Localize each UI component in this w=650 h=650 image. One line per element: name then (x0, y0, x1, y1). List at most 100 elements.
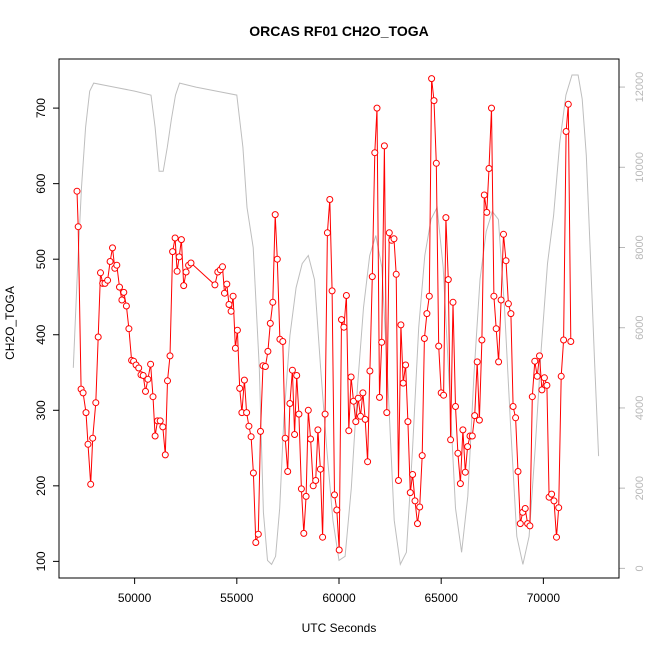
x-tick-label: 50000 (118, 591, 152, 605)
ch2o-point (182, 268, 190, 276)
x-tick-label: 65000 (425, 591, 459, 605)
ch2o-point (373, 104, 381, 112)
ch2o-point (73, 187, 81, 195)
ch2o-point (435, 342, 443, 350)
ch2o-point (307, 435, 315, 443)
ch2o-point (156, 417, 164, 425)
ch2o-point (319, 533, 327, 541)
y2-tick-label: 12000 (634, 72, 646, 103)
ch2o-point (323, 229, 331, 237)
ch2o-point (390, 235, 398, 243)
ch2o-point (142, 387, 149, 395)
ch2o-point (149, 393, 157, 401)
ch2o-point (564, 100, 572, 108)
ch2o-point (151, 432, 159, 440)
ch2o-point (147, 360, 155, 368)
altitude-line (72, 74, 600, 567)
ch2o-point (333, 506, 341, 514)
ch2o-point (423, 310, 431, 318)
ch2o-point (397, 321, 405, 329)
ch2o-point (560, 336, 568, 344)
ch2o-point (293, 372, 301, 379)
ch2o-point (516, 520, 524, 528)
ch2o-point (338, 316, 345, 324)
ch2o-point (249, 469, 257, 477)
ch2o-point (245, 422, 253, 430)
ch2o-point (113, 261, 121, 269)
ch2o-point (371, 149, 379, 157)
ch2o-point (288, 366, 296, 374)
ch2o-point (456, 480, 464, 488)
ch2o-point (243, 409, 251, 417)
y2-tick-label: 8000 (634, 235, 646, 259)
ch2o-point (252, 539, 260, 546)
ch2o-point (94, 333, 102, 341)
ch2o-point (385, 229, 393, 237)
ch2o-point (109, 244, 116, 252)
ch2o-point (281, 434, 289, 442)
ch2o-point (144, 375, 152, 383)
ch2o-point (161, 451, 169, 459)
ch2o-point (557, 372, 565, 380)
y-tick-label: 300 (34, 400, 48, 420)
ch2o-point (254, 530, 262, 538)
ch2o-point (164, 377, 171, 385)
ch2o-point (376, 393, 383, 401)
ch2o-series (73, 75, 575, 554)
ch2o-point (225, 301, 233, 308)
ch2o-point (231, 344, 239, 352)
ch2o-point (488, 104, 495, 112)
ch2o-point (567, 338, 575, 345)
ch2o-point (284, 468, 292, 475)
ch2o-point (271, 211, 279, 219)
ch2o-point (380, 142, 388, 150)
y2-tick-label: 0 (634, 565, 646, 571)
ch2o-point (490, 292, 498, 300)
ch2o-point (440, 391, 448, 399)
plot-frame (58, 58, 620, 579)
ch2o-point (406, 489, 414, 497)
ch2o-point (257, 427, 264, 435)
ch2o-point (291, 431, 299, 438)
ch2o-point (468, 432, 476, 440)
ch2o-point (233, 326, 241, 334)
ch2o-point (454, 449, 462, 457)
y-tick-label: 100 (34, 551, 48, 571)
ch2o-point (366, 367, 374, 375)
ch2o-point (425, 292, 433, 300)
ch2o-point (361, 415, 369, 423)
x-tick-label: 70000 (527, 591, 561, 605)
ch2o-point (187, 259, 195, 267)
ch2o-point (286, 400, 294, 407)
ch2o-point (562, 128, 570, 135)
ch2o-point (135, 364, 143, 372)
ch2o-point (104, 276, 112, 284)
ch2o-point (461, 468, 469, 476)
ch2o-point (314, 426, 322, 434)
ch2o-point (553, 533, 560, 541)
ch2o-point (236, 384, 244, 392)
ch2o-point (495, 358, 503, 366)
ch2o-point (464, 443, 472, 451)
ch2o-point (279, 338, 287, 345)
ch2o-point (420, 335, 428, 342)
ch2o-point (500, 230, 507, 238)
ch2o-point (340, 323, 348, 331)
ch2o-point (229, 292, 237, 300)
ch2o-point (357, 412, 364, 420)
ch2o-point (79, 389, 87, 397)
ch2o-point (92, 399, 100, 407)
ch2o-point (347, 373, 355, 381)
ch2o-point (392, 270, 400, 278)
ch2o-point (368, 273, 376, 281)
ch2o-point (304, 406, 312, 414)
ch2o-point (509, 403, 517, 410)
ch2o-point (342, 292, 350, 299)
ch2o-point (116, 283, 123, 291)
x-tick-label: 60000 (322, 591, 356, 605)
ch2o-point (432, 159, 440, 167)
ch2o-point (483, 208, 491, 216)
ch2o-point (261, 363, 269, 370)
ch2o-point (175, 253, 183, 261)
ch2o-point (326, 196, 334, 203)
